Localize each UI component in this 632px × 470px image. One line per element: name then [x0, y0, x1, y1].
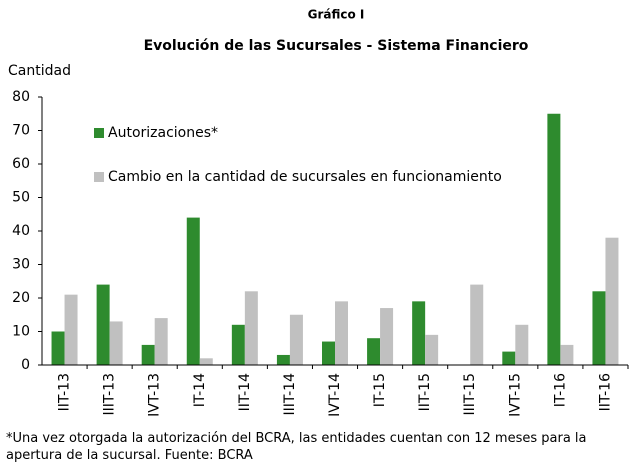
bar [244, 291, 258, 365]
bar [64, 294, 78, 365]
legend-label: Cambio en la cantidad de sucursales en f… [108, 169, 502, 185]
x-tick-label: IIIT-13 [102, 373, 118, 416]
y-tick-label: 40 [12, 223, 30, 239]
bar [367, 338, 381, 365]
bar [425, 334, 439, 365]
x-tick-label: IIT-15 [417, 373, 433, 411]
y-tick-label: 10 [12, 324, 30, 340]
bar [154, 318, 168, 365]
bar [605, 237, 619, 365]
bar [109, 321, 123, 365]
legend-label: Autorizaciones* [108, 125, 218, 141]
legend-swatch [94, 172, 104, 182]
x-tick-label: IIT-16 [597, 373, 613, 411]
x-tick-label: IT-15 [372, 373, 388, 407]
bar [335, 301, 348, 365]
x-tick-label: IIIT-15 [462, 373, 478, 416]
bar [51, 331, 65, 365]
bar [231, 324, 245, 365]
chart-subtitle: Evolución de las Sucursales - Sistema Fi… [144, 38, 529, 54]
bar [502, 351, 516, 365]
x-tick-label: IVT-14 [327, 373, 343, 417]
y-tick-label: 70 [12, 123, 30, 139]
x-tick-label: IVT-15 [507, 373, 523, 417]
x-tick-label: IIT-14 [237, 373, 253, 411]
bar [470, 284, 484, 365]
y-tick-label: 60 [12, 156, 30, 172]
bar [276, 354, 290, 365]
footnote: *Una vez otorgada la autorización del BC… [6, 431, 587, 463]
bar [322, 341, 335, 365]
bar [592, 291, 606, 365]
x-tick-label: IT-14 [192, 373, 208, 407]
y-tick-label: 20 [12, 290, 30, 306]
x-tick-label: IT-16 [552, 373, 568, 407]
x-tick-label: IVT-13 [147, 373, 163, 417]
chart-title: Gráfico I [308, 8, 365, 22]
bar [560, 344, 574, 365]
y-tick-label: 80 [12, 89, 30, 105]
bar [515, 324, 529, 365]
y-tick-label: 30 [12, 257, 30, 273]
x-tick-label: IIIT-14 [282, 373, 298, 416]
x-tick-label: IIT-13 [57, 373, 73, 411]
bar [96, 284, 110, 365]
y-tick-label: 0 [21, 357, 30, 373]
bar [289, 314, 303, 365]
legend-swatch [94, 128, 104, 138]
bar [412, 301, 426, 365]
bar [186, 217, 200, 365]
bar [199, 358, 213, 365]
bar [380, 308, 394, 365]
y-tick-label: 50 [12, 190, 30, 206]
bar [547, 113, 561, 365]
bar [141, 344, 155, 365]
chart: Gráfico I Evolución de las Sucursales - … [8, 8, 629, 417]
y-axis-label: Cantidad [8, 63, 71, 79]
